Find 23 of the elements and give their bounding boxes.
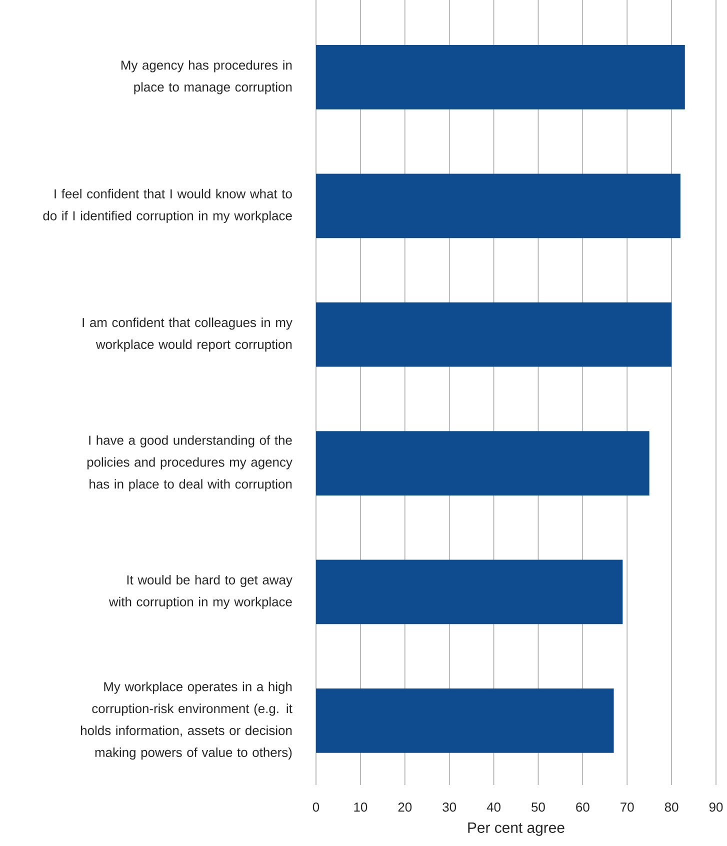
x-tick-label: 0 [312,802,320,812]
x-tick-label: 20 [398,802,412,812]
bar [316,45,685,110]
bar [316,560,623,624]
x-tick-label: 60 [576,802,590,812]
bar [316,688,614,753]
x-tick-label: 70 [620,802,634,812]
bar [316,431,650,496]
y-tick-label: My workplace operates in a high corruption-risk environment (e.g. it holds information, assets or decision making powers of value to others) [81,682,292,760]
x-tick-label: 80 [664,802,678,812]
x-tick-label: 30 [442,802,456,812]
x-tick-label: 40 [486,802,500,812]
x-axis-title: Per cent agree [468,822,564,836]
x-tick-label: 90 [709,802,723,812]
y-tick-label: My agency has procedures in place to manage corruption [121,60,292,94]
y-tick-label: It would be hard to get away with corruption in my workplace [108,574,292,609]
x-tick-label: 10 [354,802,368,812]
bar [316,174,680,238]
y-tick-label: I feel confident that I would know what to do if I identified corruption in my workplace [43,188,292,223]
x-tick-label: 50 [532,802,545,812]
bar [316,302,672,367]
y-tick-label: I am confident that colleagues in my workplace would report corruption [82,318,292,352]
y-tick-label: I have a good understanding of the policies and procedures my agency has in place to deal with corruption [87,435,292,492]
